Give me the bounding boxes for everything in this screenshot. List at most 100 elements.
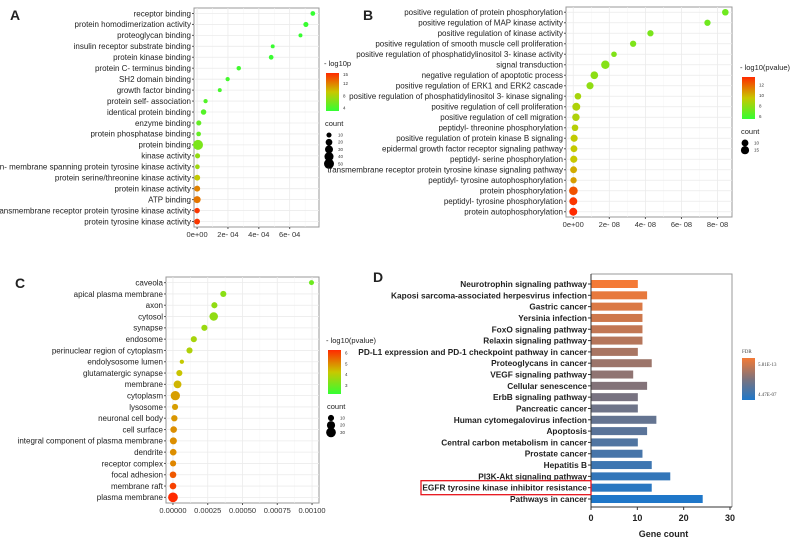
x-tick-label: 30 <box>725 513 735 523</box>
y-category-label: protein phosphatase binding <box>90 130 191 139</box>
size-legend-label: 15 <box>754 148 760 153</box>
data-point <box>194 185 201 192</box>
y-category-label: dendrite <box>134 448 163 457</box>
y-category-label: peptidyl- tyrosine phosphorylation <box>444 197 563 206</box>
y-category-label: proteoglycan binding <box>117 31 191 40</box>
y-category-label: positive regulation of ERK1 and ERK2 cas… <box>396 82 564 91</box>
size-legend-title: count <box>325 119 344 128</box>
y-category-label: receptor binding <box>134 9 191 18</box>
size-legend-dot <box>325 138 333 146</box>
data-point <box>169 482 177 490</box>
plot-area <box>193 7 320 228</box>
bar <box>591 359 652 368</box>
data-point <box>169 448 177 456</box>
data-point <box>170 390 180 401</box>
plot-area <box>565 6 733 218</box>
data-point <box>169 471 177 479</box>
x-tick-label: 20 <box>679 513 689 523</box>
data-point <box>193 196 201 204</box>
bar <box>591 302 643 311</box>
data-point <box>209 312 218 321</box>
fdr-legend-low: 4.47E-07 <box>758 393 777 398</box>
y-category-label: positive regulation of smooth muscle cel… <box>375 40 563 49</box>
bar <box>591 472 671 481</box>
data-point <box>310 11 316 16</box>
y-category-label: signal transduction <box>496 61 563 70</box>
y-category-label: cytoplasm <box>127 391 163 400</box>
bar <box>591 280 638 288</box>
size-legend-dot <box>741 139 749 147</box>
bar <box>591 449 643 458</box>
y-category-label: ATP binding <box>148 195 191 204</box>
y-category-label: Yersinia infection <box>518 313 587 323</box>
data-point <box>193 139 203 150</box>
y-category-label: membrane <box>125 380 164 389</box>
y-category-label: endosome <box>126 335 164 344</box>
data-point <box>569 207 578 216</box>
data-point <box>572 113 580 121</box>
data-point <box>179 359 185 364</box>
y-category-label: Pathways in cancer <box>510 494 588 504</box>
color-legend-title: - log10(pvalue) <box>326 336 377 345</box>
color-legend-bar <box>328 350 341 394</box>
color-legend-tick: 4 <box>343 105 346 110</box>
size-legend-dot <box>327 414 335 422</box>
bar <box>591 336 643 345</box>
bar <box>591 427 648 436</box>
y-category-label: protein tyrosine kinase activity <box>84 217 191 226</box>
x-tick-label: 4e- 08 <box>635 220 656 229</box>
panel-a-go-mf-dotplot: 0e+00 2e- 04 4e- 04 6e- 04 receptor binding p… <box>0 7 351 239</box>
panel-label-d: D <box>373 269 383 285</box>
y-category-label: SH2 domain binding <box>119 75 191 84</box>
data-point <box>211 302 218 309</box>
x-tick-label: 0e+00 <box>563 220 584 229</box>
x-tick-label: 0.00000 <box>159 506 186 515</box>
y-category-label: Apoptosis <box>546 426 587 436</box>
data-point <box>586 82 594 90</box>
data-point <box>571 124 579 132</box>
size-legend-label: 10 <box>338 133 344 138</box>
y-category-label: receptor complex <box>102 459 163 468</box>
x-tick-label: 0.00050 <box>229 506 256 515</box>
y-category-label: positive regulation of protein kinase B … <box>396 134 563 143</box>
data-point <box>203 98 208 104</box>
data-point <box>176 369 183 377</box>
y-category-label: Central carbon metabolism in cancer <box>441 437 587 447</box>
data-point <box>569 197 578 206</box>
data-point <box>170 460 177 467</box>
data-point <box>303 21 309 27</box>
x-tick-label: 0.00025 <box>194 506 221 515</box>
y-category-label: positive regulation of cell migration <box>440 113 563 122</box>
y-category-label: Cellular senescence <box>507 381 587 391</box>
y-category-label: focal adhesion <box>111 471 163 480</box>
bar <box>591 415 657 424</box>
y-category-label: VEGF signaling pathway <box>490 370 587 380</box>
y-category-label: positive regulation of phosphatidylinosi… <box>349 92 563 101</box>
y-category-label: protein serine/threonine kinase activity <box>55 174 191 183</box>
panel-label-b: B <box>363 7 373 23</box>
y-category-label: neuronal cell body <box>98 414 163 423</box>
data-point <box>200 109 207 115</box>
size-legend-dot <box>326 421 336 430</box>
y-category-label: caveola <box>135 278 163 287</box>
y-category-label: Proteoglycans in cancer <box>491 358 588 368</box>
color-legend-tick: 10 <box>759 93 765 98</box>
size-legend-dot <box>324 152 334 162</box>
size-legend-label: 30 <box>338 147 344 152</box>
x-axis-title: Gene count <box>639 529 689 539</box>
y-category-label: protein homodimerization activity <box>75 20 192 29</box>
data-point <box>270 44 275 49</box>
y-category-label: protein kinase binding <box>113 53 191 62</box>
y-category-label: peptidyl- threonine phosphorylation <box>438 124 563 133</box>
fdr-legend-high: 5.81E-13 <box>758 363 777 368</box>
size-legend-title: count <box>741 127 760 136</box>
y-category-label: kinase activity <box>141 152 191 161</box>
y-category-label: plasma membrane <box>97 493 164 502</box>
data-point <box>194 174 201 181</box>
y-category-label: positive regulation of cell proliferatio… <box>431 103 563 112</box>
x-tick-label: 10 <box>632 513 642 523</box>
y-category-label: non- membrane spanning protein tyrosine … <box>0 163 191 172</box>
data-point <box>168 492 178 503</box>
data-point <box>173 380 182 389</box>
data-point <box>225 77 230 82</box>
